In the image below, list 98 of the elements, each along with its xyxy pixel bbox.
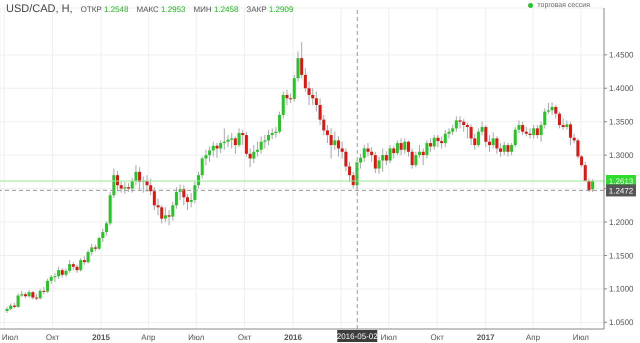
candlestick xyxy=(591,178,594,192)
candlestick xyxy=(444,129,447,148)
annotation: МАКС 1.2953 xyxy=(136,5,186,14)
candlestick xyxy=(289,93,292,104)
candlestick xyxy=(550,102,554,116)
candlestick xyxy=(333,131,336,150)
candlestick xyxy=(532,124,536,139)
candlestick xyxy=(79,258,82,272)
candlestick xyxy=(436,134,440,148)
candlestick xyxy=(403,138,406,154)
candlestick xyxy=(112,168,116,198)
candlestick xyxy=(300,42,304,79)
candlestick xyxy=(425,140,428,159)
candlestick xyxy=(208,146,212,162)
candlestick xyxy=(215,142,218,158)
x-tick-label: Апр xyxy=(141,333,156,342)
annotation: ЗАКР 1.2909 xyxy=(246,5,294,14)
candlestick xyxy=(134,164,138,186)
y-tick-label: 1.3500 xyxy=(609,118,634,127)
x-tick-label: Окт xyxy=(430,333,444,342)
candlestick xyxy=(495,136,498,154)
ref-line-label: 2016-05-02 xyxy=(336,332,378,341)
ref-line-label: 1.2613 xyxy=(608,177,634,186)
candlestick xyxy=(510,142,514,156)
candlestick xyxy=(400,138,403,156)
candlestick xyxy=(440,136,444,149)
candlestick xyxy=(336,136,340,157)
candlestick xyxy=(484,124,488,148)
candlestick xyxy=(565,120,568,130)
candlestick xyxy=(506,142,510,157)
y-tick-label: 1.4500 xyxy=(609,50,634,60)
annotation: МИН 1.2458 xyxy=(194,5,238,14)
candlestick xyxy=(57,266,60,280)
candlestick xyxy=(138,166,142,190)
candlestick xyxy=(462,118,466,132)
candlestick xyxy=(190,192,193,208)
candlestick xyxy=(521,121,524,136)
candlestick xyxy=(392,145,396,159)
y-tick-label: 1.3000 xyxy=(609,150,634,160)
candlestick xyxy=(46,278,50,294)
x-tick-label: Окт xyxy=(46,333,60,342)
x-tick-label: Июл xyxy=(2,333,18,342)
candlestick xyxy=(330,128,333,159)
candlestick xyxy=(241,129,244,146)
y-tick-label: 1.4000 xyxy=(609,84,634,94)
candlestick xyxy=(381,148,384,172)
candlestick xyxy=(267,129,270,146)
candlestick xyxy=(432,134,436,150)
y-tick-label: 1.1000 xyxy=(609,284,634,294)
candlestick xyxy=(454,116,458,132)
candlestick xyxy=(285,89,288,106)
candlestick xyxy=(422,148,425,166)
candlestick xyxy=(219,140,222,154)
candlestick xyxy=(396,140,399,156)
candlestick xyxy=(182,184,186,206)
y-tick-label: 1.1500 xyxy=(609,251,634,260)
x-tick-label: Окт xyxy=(238,333,252,342)
candlestick xyxy=(164,206,167,222)
x-tick-label: 2017 xyxy=(476,333,496,342)
candlestick xyxy=(429,138,432,152)
candlestick xyxy=(451,124,454,136)
ref-line-label: 1.2472 xyxy=(608,186,634,196)
candlestick xyxy=(370,146,374,162)
candlestick xyxy=(16,293,20,308)
candlestick xyxy=(204,149,208,166)
candlestick xyxy=(234,136,237,154)
candlestick xyxy=(536,124,539,139)
x-tick-label: Июл xyxy=(188,333,205,342)
candlestick xyxy=(492,132,495,149)
candlestick xyxy=(384,150,388,166)
candlestick xyxy=(260,136,263,154)
x-tick-label: 2015 xyxy=(92,333,110,342)
x-tick-label: Июл xyxy=(572,333,590,342)
candlestick xyxy=(470,124,473,146)
candlestick xyxy=(252,144,256,164)
candlestick xyxy=(528,128,532,139)
candlestick xyxy=(502,141,506,156)
candlestick xyxy=(524,126,528,137)
annotation: ОТКР 1.2548 xyxy=(80,5,128,14)
candlestick xyxy=(123,181,126,194)
candlestick xyxy=(362,144,366,162)
candlestick xyxy=(212,141,215,157)
x-tick-label: Июл xyxy=(380,333,398,342)
candlestick xyxy=(569,121,572,146)
candlestick xyxy=(388,144,392,164)
x-tick-label: 2016 xyxy=(284,333,303,342)
candlestick xyxy=(98,236,101,251)
x-tick-label: Апр xyxy=(526,333,541,342)
y-tick-label: 1.2000 xyxy=(609,218,634,227)
candlestick xyxy=(149,178,152,196)
candlestick xyxy=(60,268,64,278)
y-tick-label: 1.0500 xyxy=(609,318,634,328)
candlestick xyxy=(116,170,120,192)
chart-title: USD/CAD, H, xyxy=(6,3,73,15)
candlestick xyxy=(374,151,377,174)
candlestick xyxy=(68,260,72,274)
candlestick xyxy=(473,133,476,150)
candlestick xyxy=(38,288,42,300)
